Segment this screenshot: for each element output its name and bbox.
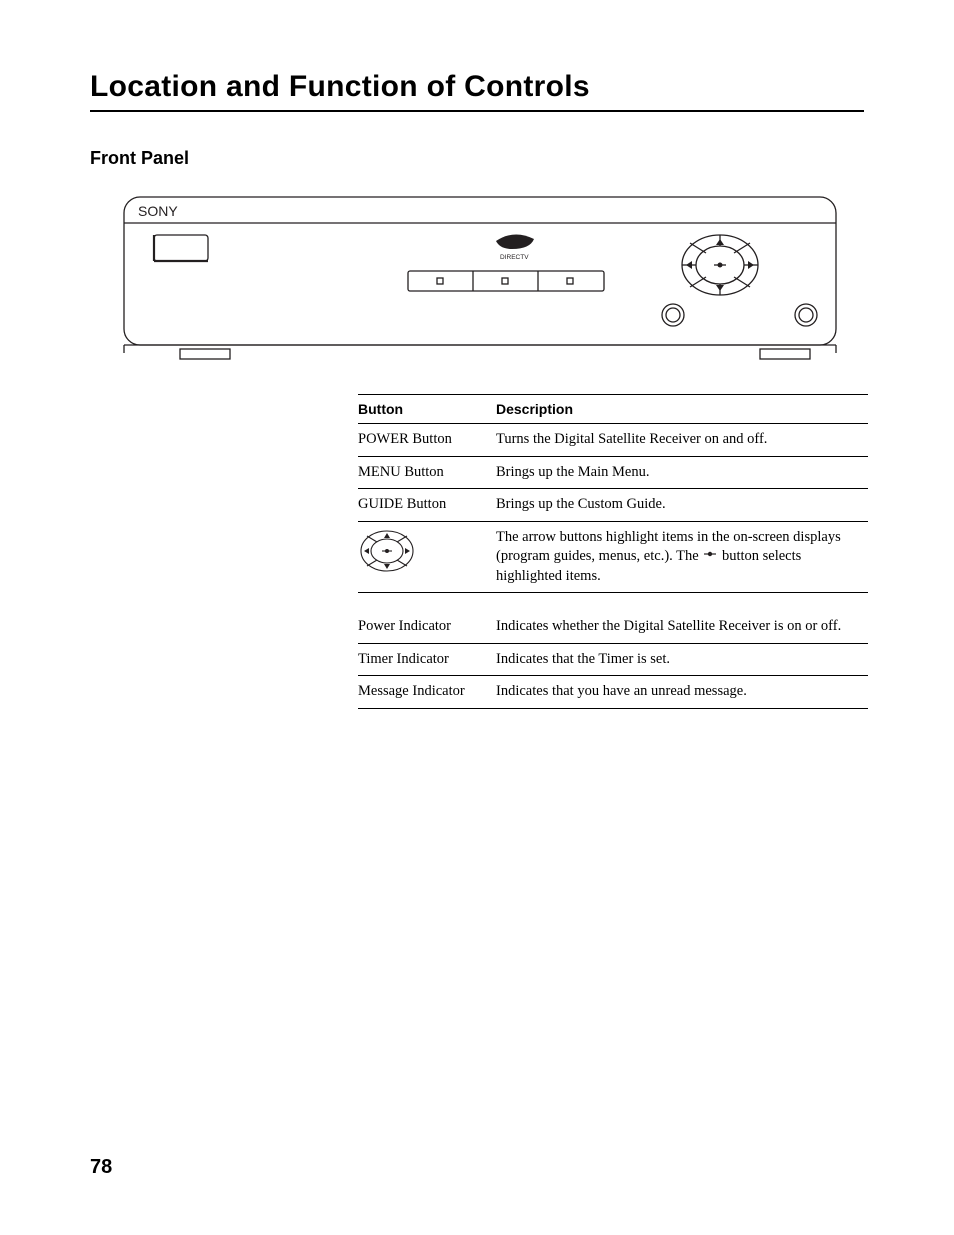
directv-icon: DIRECTV	[496, 234, 534, 261]
table-row: Power Indicator Indicates whether the Di…	[358, 611, 868, 643]
table-row: POWER Button Turns the Digital Satellite…	[358, 424, 868, 457]
table-row: GUIDE Button Brings up the Custom Guide.	[358, 489, 868, 522]
panel-svg: SONY DIRECTV	[120, 193, 840, 365]
td-desc: Indicates that the Timer is set.	[496, 643, 868, 676]
table-row: The arrow buttons highlight items in the…	[358, 521, 868, 593]
table-row: MENU Button Brings up the Main Menu.	[358, 456, 868, 489]
td-desc: Indicates that you have an unread messag…	[496, 676, 868, 709]
sony-logo: SONY	[138, 203, 178, 219]
td-button-arrowpad	[358, 521, 496, 593]
td-desc: Brings up the Main Menu.	[496, 456, 868, 489]
td-button: GUIDE Button	[358, 489, 496, 522]
section-title: Front Panel	[90, 148, 864, 169]
front-panel-diagram: SONY DIRECTV	[120, 193, 864, 370]
th-description: Description	[496, 395, 868, 424]
td-button: POWER Button	[358, 424, 496, 457]
th-button: Button	[358, 395, 496, 424]
td-desc: Turns the Digital Satellite Receiver on …	[496, 424, 868, 457]
td-button: Message Indicator	[358, 676, 496, 709]
table-row: Message Indicator Indicates that you hav…	[358, 676, 868, 709]
td-desc-arrowpad: The arrow buttons highlight items in the…	[496, 521, 868, 593]
table-row: Timer Indicator Indicates that the Timer…	[358, 643, 868, 676]
arrowpad-icon	[358, 528, 416, 574]
page-title: Location and Function of Controls	[90, 70, 864, 112]
td-desc: Indicates whether the Digital Satellite …	[496, 611, 868, 643]
page-number: 78	[90, 1156, 112, 1179]
table-header-row: Button Description	[358, 395, 868, 424]
td-button: MENU Button	[358, 456, 496, 489]
nav-pad-icon	[682, 235, 758, 295]
td-desc: Brings up the Custom Guide.	[496, 489, 868, 522]
directv-label: DIRECTV	[500, 254, 529, 261]
select-inline-icon	[703, 547, 717, 567]
td-button: Timer Indicator	[358, 643, 496, 676]
table-gap-row	[358, 593, 868, 611]
button-table: Button Description POWER Button Turns th…	[358, 394, 868, 709]
td-button: Power Indicator	[358, 611, 496, 643]
